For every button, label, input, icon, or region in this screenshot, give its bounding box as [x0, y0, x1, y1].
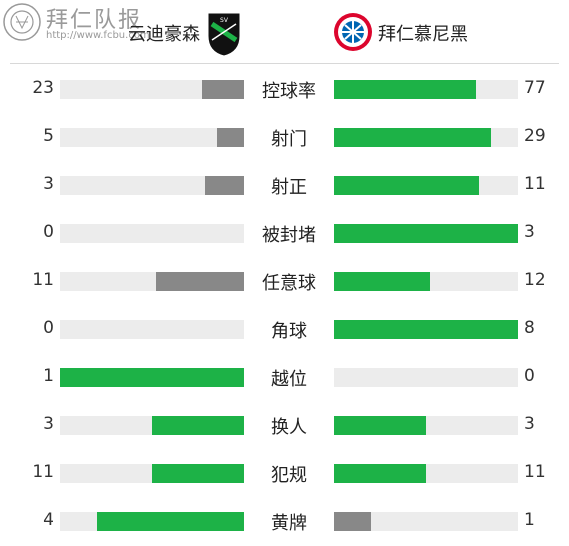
away-stat-bar: [334, 128, 518, 147]
away-stat-bar: [334, 224, 518, 243]
away-stat-value: 11: [524, 462, 546, 482]
match-header: 拜仁队报 http://www.fcbu.com 云迪豪森 SV 拜仁慕尼黑: [0, 0, 569, 62]
stat-label: 越位: [271, 369, 307, 390]
stat-label: 角球: [271, 321, 307, 342]
away-stat-value: 3: [524, 414, 535, 434]
stat-label: 控球率: [262, 81, 316, 102]
home-stat-bar: [60, 272, 244, 291]
away-stat-value: 77: [524, 78, 546, 98]
away-stat-bar-fill: [334, 464, 426, 483]
home-stat-value: 5: [43, 126, 54, 146]
away-stat-value: 8: [524, 318, 535, 338]
home-stat-bar: [60, 464, 244, 483]
home-stat-value: 11: [32, 270, 54, 290]
stat-label: 射门: [271, 129, 307, 150]
stat-label: 任意球: [262, 273, 316, 294]
site-url: http://www.fcbu.com: [46, 30, 150, 41]
stat-row: 0 角球 8: [0, 306, 569, 354]
fc-bayern-crest-icon: [334, 13, 372, 51]
home-team-name: 云迪豪森: [128, 24, 200, 45]
away-stat-bar: [334, 272, 518, 291]
away-stat-bar-fill: [334, 80, 476, 99]
away-stat-value: 29: [524, 126, 546, 146]
bayern-crest-icon: [3, 3, 41, 41]
stat-row: 3 射正 11: [0, 162, 569, 210]
away-stat-bar: [334, 464, 518, 483]
away-stat-bar-fill: [334, 224, 518, 243]
stat-label: 犯规: [271, 465, 307, 486]
home-stat-value: 0: [43, 318, 54, 338]
home-stat-bar: [60, 368, 244, 387]
stat-row: 1 越位 0: [0, 354, 569, 402]
away-stat-value: 12: [524, 270, 546, 290]
home-stat-value: 3: [43, 414, 54, 434]
home-stat-bar-fill: [205, 176, 244, 195]
site-name: 拜仁队报: [46, 8, 143, 33]
away-stat-bar: [334, 416, 518, 435]
home-stat-bar: [60, 128, 244, 147]
stat-row: 11 犯规 11: [0, 450, 569, 498]
home-stat-bar-fill: [152, 464, 244, 483]
away-stat-bar: [334, 512, 518, 531]
header-divider: [10, 63, 559, 64]
home-stat-bar-fill: [202, 80, 244, 99]
stat-label: 被封堵: [262, 225, 316, 246]
home-stat-value: 11: [32, 462, 54, 482]
home-stat-value: 0: [43, 222, 54, 242]
away-stat-value: 1: [524, 510, 535, 530]
away-stat-bar-fill: [334, 512, 371, 531]
away-stat-bar-fill: [334, 416, 426, 435]
away-stat-bar: [334, 368, 518, 387]
svg-text:SV: SV: [220, 17, 229, 24]
away-stat-bar-fill: [334, 176, 479, 195]
stat-row: 0 被封堵 3: [0, 210, 569, 258]
away-stat-value: 3: [524, 222, 535, 242]
stat-row: 23 控球率 77: [0, 66, 569, 114]
home-stat-value: 4: [43, 510, 54, 530]
home-stat-bar-fill: [217, 128, 244, 147]
away-team-name: 拜仁慕尼黑: [378, 24, 468, 45]
home-stat-value: 3: [43, 174, 54, 194]
home-stat-bar-fill: [152, 416, 244, 435]
away-stat-value: 11: [524, 174, 546, 194]
home-stat-bar: [60, 416, 244, 435]
sv-sandhausen-crest-icon: SV: [207, 12, 241, 57]
home-stat-bar-fill: [60, 368, 244, 387]
home-stat-bar: [60, 224, 244, 243]
home-stat-bar-fill: [156, 272, 244, 291]
away-stat-bar: [334, 80, 518, 99]
away-stat-bar-fill: [334, 272, 430, 291]
stat-row: 5 射门 29: [0, 114, 569, 162]
away-stat-bar: [334, 320, 518, 339]
stat-label: 射正: [271, 177, 307, 198]
home-stat-bar: [60, 176, 244, 195]
home-stat-bar-fill: [97, 512, 244, 531]
away-stat-value: 0: [524, 366, 535, 386]
stat-label: 黄牌: [271, 513, 307, 534]
home-stat-bar: [60, 320, 244, 339]
stat-row: 11 任意球 12: [0, 258, 569, 306]
away-stat-bar: [334, 176, 518, 195]
stat-row: 4 黄牌 1: [0, 498, 569, 546]
home-stat-value: 1: [43, 366, 54, 386]
home-stat-bar: [60, 512, 244, 531]
stat-row: 3 换人 3: [0, 402, 569, 450]
home-stat-value: 23: [32, 78, 54, 98]
away-stat-bar-fill: [334, 320, 518, 339]
stat-label: 换人: [271, 417, 307, 438]
away-stat-bar-fill: [334, 128, 491, 147]
home-stat-bar: [60, 80, 244, 99]
